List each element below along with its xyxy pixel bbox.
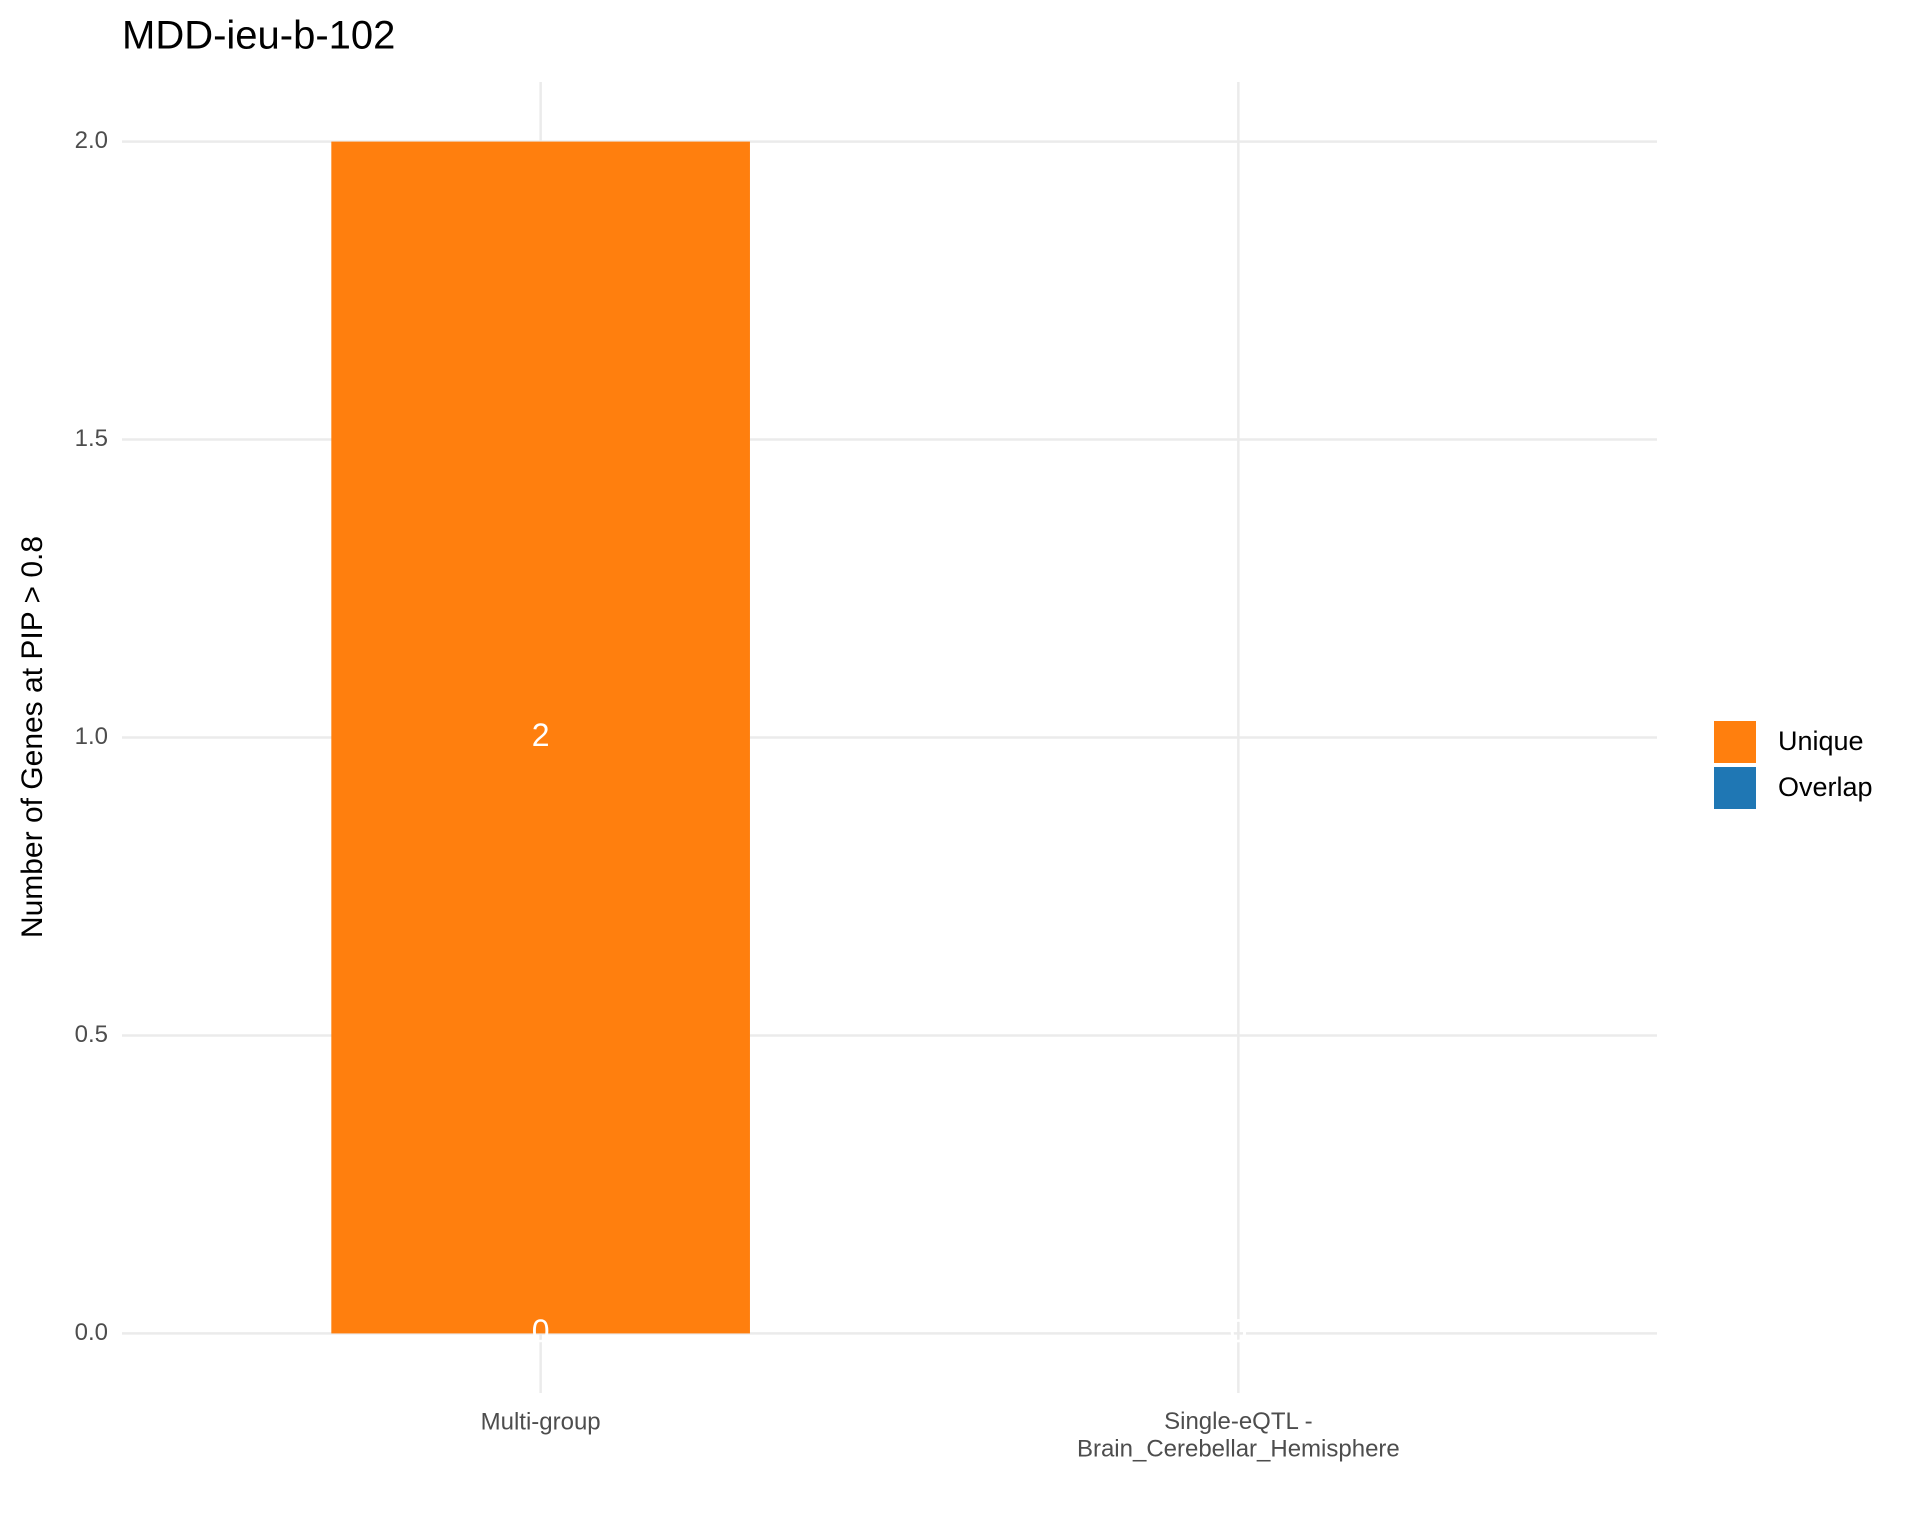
x-tick-label: Single-eQTL -Brain_Cerebellar_Hemisphere bbox=[1077, 1408, 1400, 1463]
y-tick-label: 0.5 bbox=[75, 1021, 108, 1048]
legend-label: Unique bbox=[1778, 726, 1864, 756]
x-tick-label: Multi-group bbox=[481, 1408, 601, 1435]
y-tick-label: 0.0 bbox=[75, 1319, 108, 1346]
data-label: 0 bbox=[532, 1313, 550, 1349]
data-label: 2 bbox=[532, 717, 550, 753]
y-axis-title: Number of Genes at PIP > 0.8 bbox=[16, 536, 49, 938]
chart-title: MDD-ieu-b-102 bbox=[122, 14, 395, 58]
y-tick-label: 1.5 bbox=[75, 425, 108, 452]
bar-segment bbox=[331, 141, 750, 1334]
legend-swatch bbox=[1714, 767, 1756, 809]
y-tick-label: 1.0 bbox=[75, 723, 108, 750]
y-tick-label: 2.0 bbox=[75, 127, 108, 154]
legend-label: Overlap bbox=[1778, 772, 1873, 802]
data-label: 0 bbox=[1229, 1313, 1247, 1349]
data-label: 0 bbox=[1229, 1313, 1247, 1349]
legend-swatch bbox=[1714, 721, 1756, 763]
